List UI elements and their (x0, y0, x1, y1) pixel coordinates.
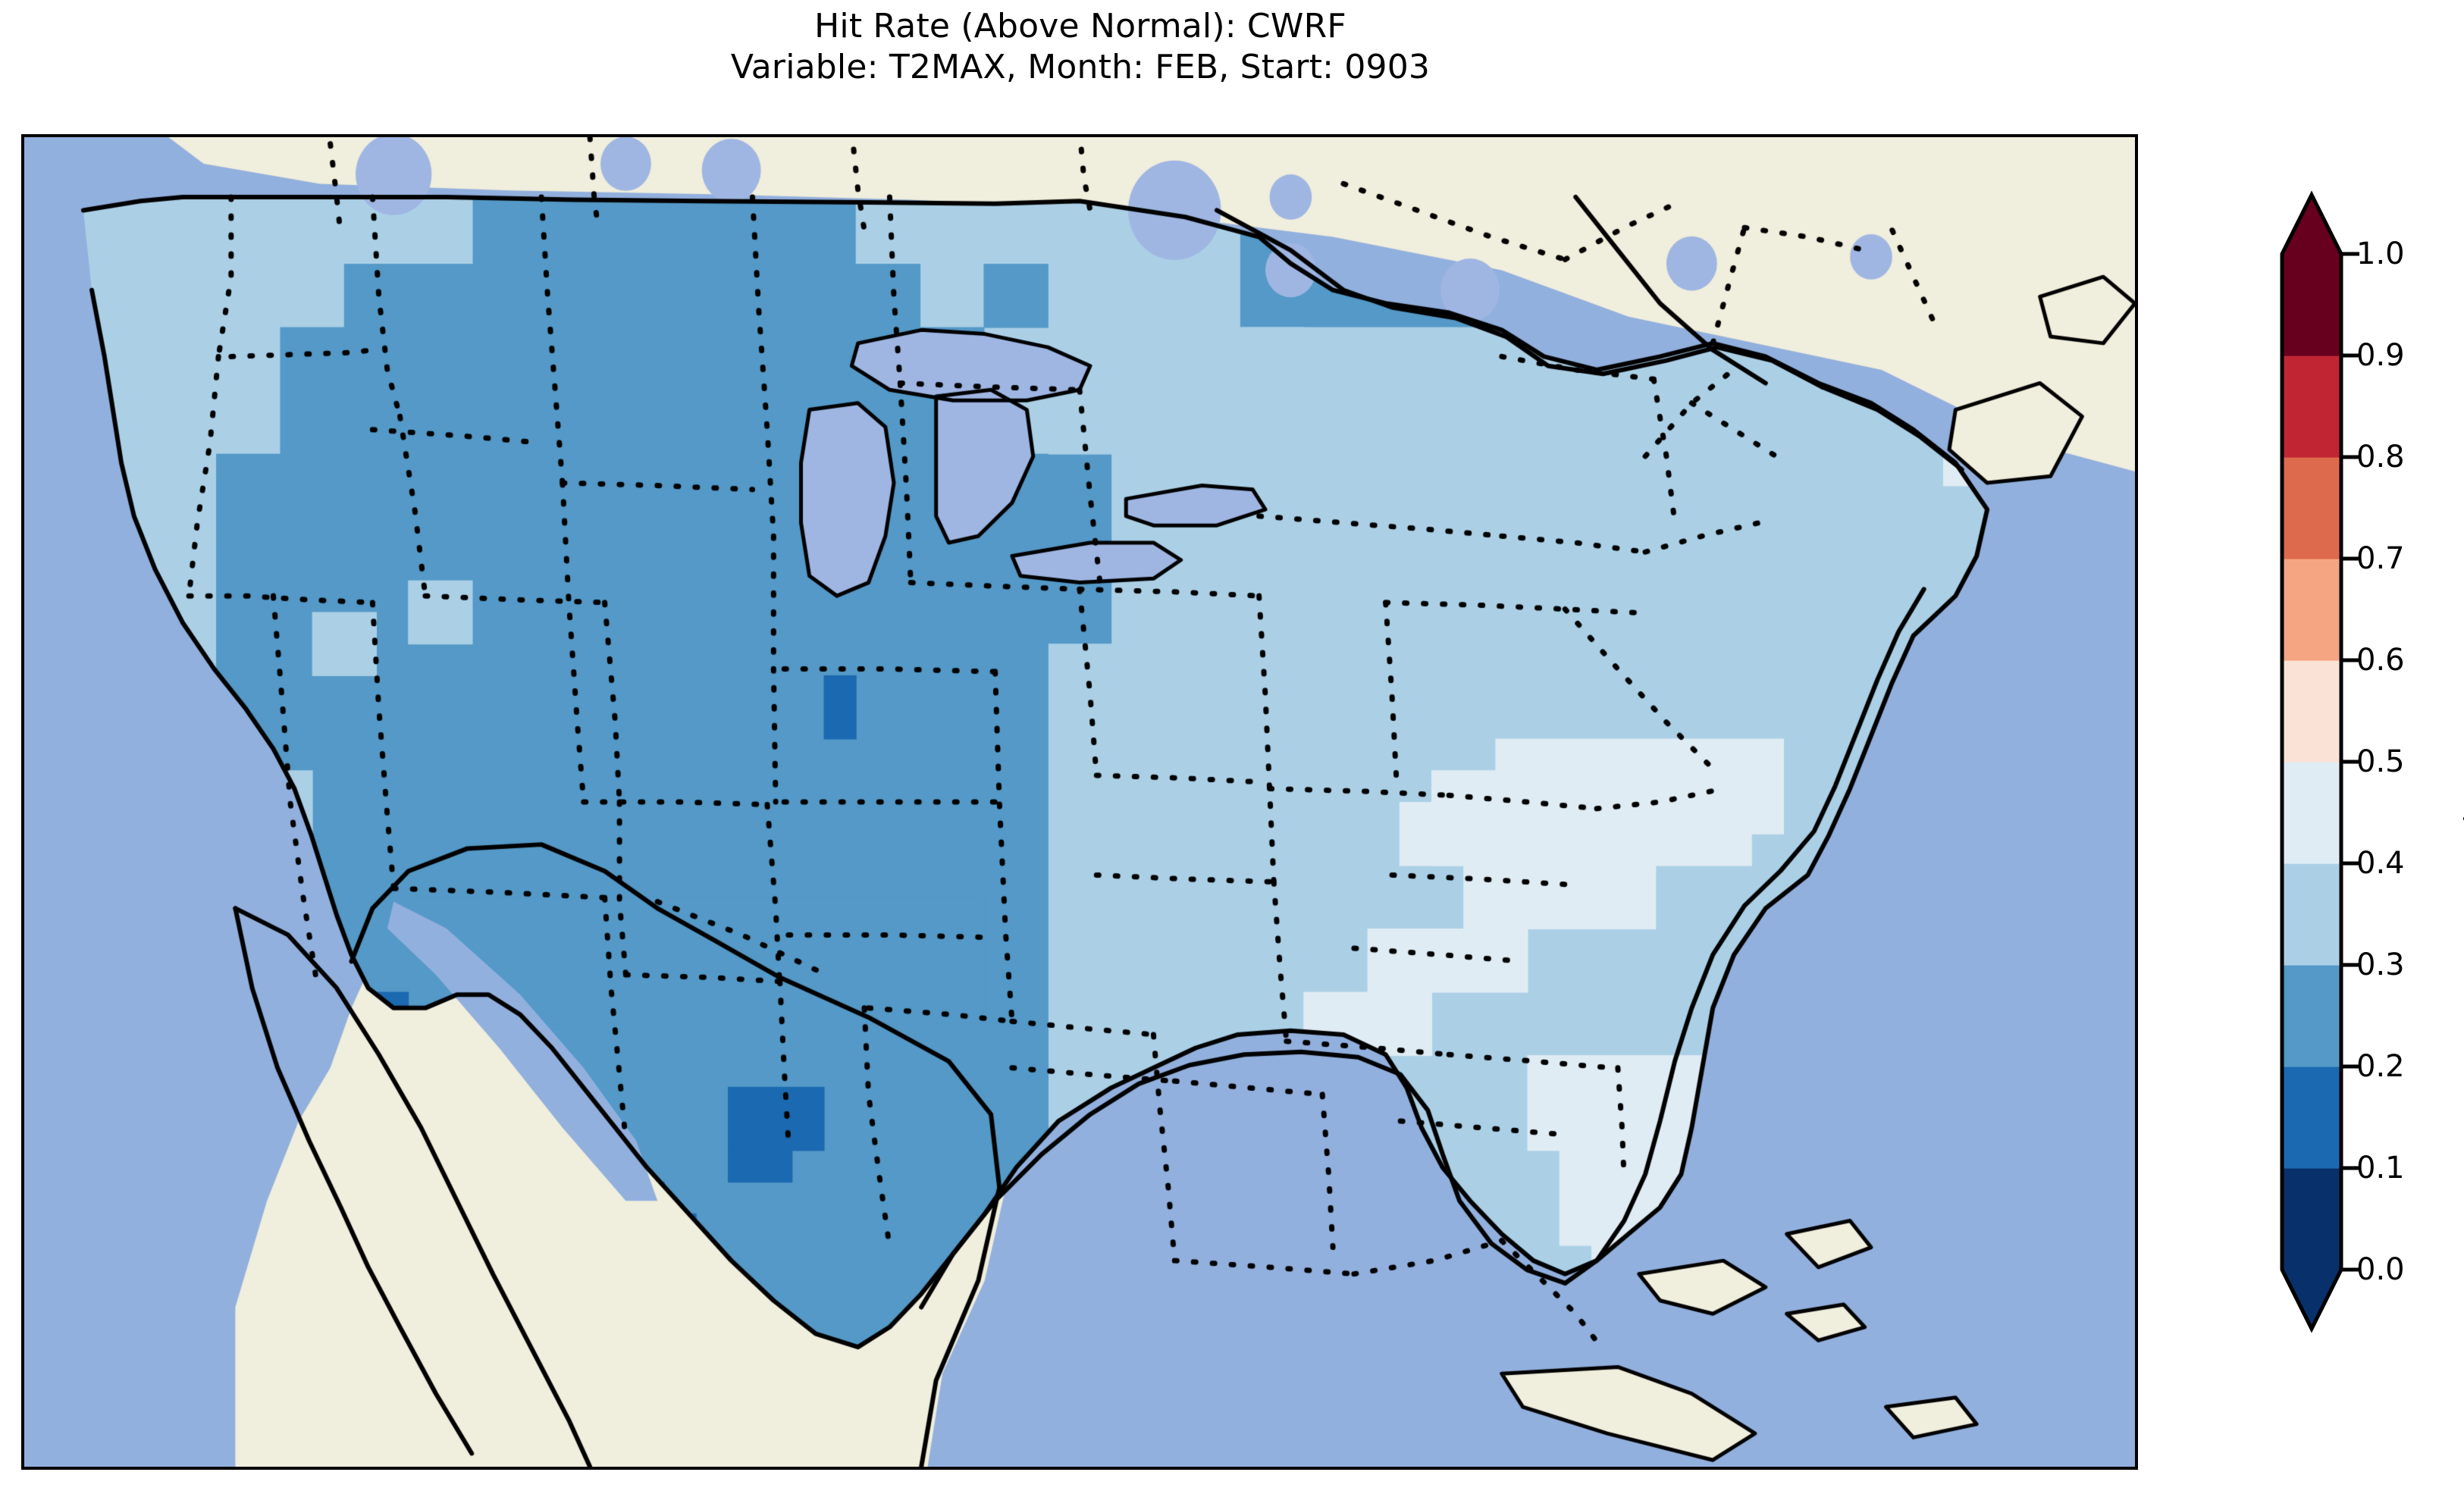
colorbar-tick-0-3: 0.3 (2356, 947, 2405, 982)
colorbar-axis-label: Hit Rate (2459, 723, 2464, 846)
colorbar-tick-0-6: 0.6 (2356, 643, 2405, 678)
hit-rate-heatmap (24, 137, 2135, 1467)
map-axes (21, 134, 2138, 1470)
chart-title-block: Hit Rate (Above Normal): CWRF Variable: … (0, 6, 2161, 87)
title-line-2: Variable: T2MAX, Month: FEB, Start: 0903 (730, 47, 1431, 86)
colorbar-tick-0-5: 0.5 (2356, 744, 2405, 779)
colorbar-tick-0-1: 0.1 (2356, 1151, 2405, 1185)
colorbar-tick-1-0: 1.0 (2356, 236, 2405, 271)
colorbar-tick-0-0: 0.0 (2356, 1252, 2405, 1287)
colorbar: 0.0 0.1 0.2 0.3 0.4 0.5 0.6 0.7 0.8 0.9 1.0 Hit Ra… (2267, 133, 2464, 1436)
colorbar-gradient (2280, 190, 2359, 1333)
title-line-1: Hit Rate (Above Normal): CWRF (814, 7, 1346, 45)
colorbar-tick-0-4: 0.4 (2356, 846, 2405, 881)
colorbar-tick-0-7: 0.7 (2356, 541, 2405, 576)
colorbar-tick-0-2: 0.2 (2356, 1049, 2405, 1084)
colorbar-tick-0-8: 0.8 (2356, 440, 2405, 475)
colorbar-tick-0-9: 0.9 (2356, 338, 2405, 373)
